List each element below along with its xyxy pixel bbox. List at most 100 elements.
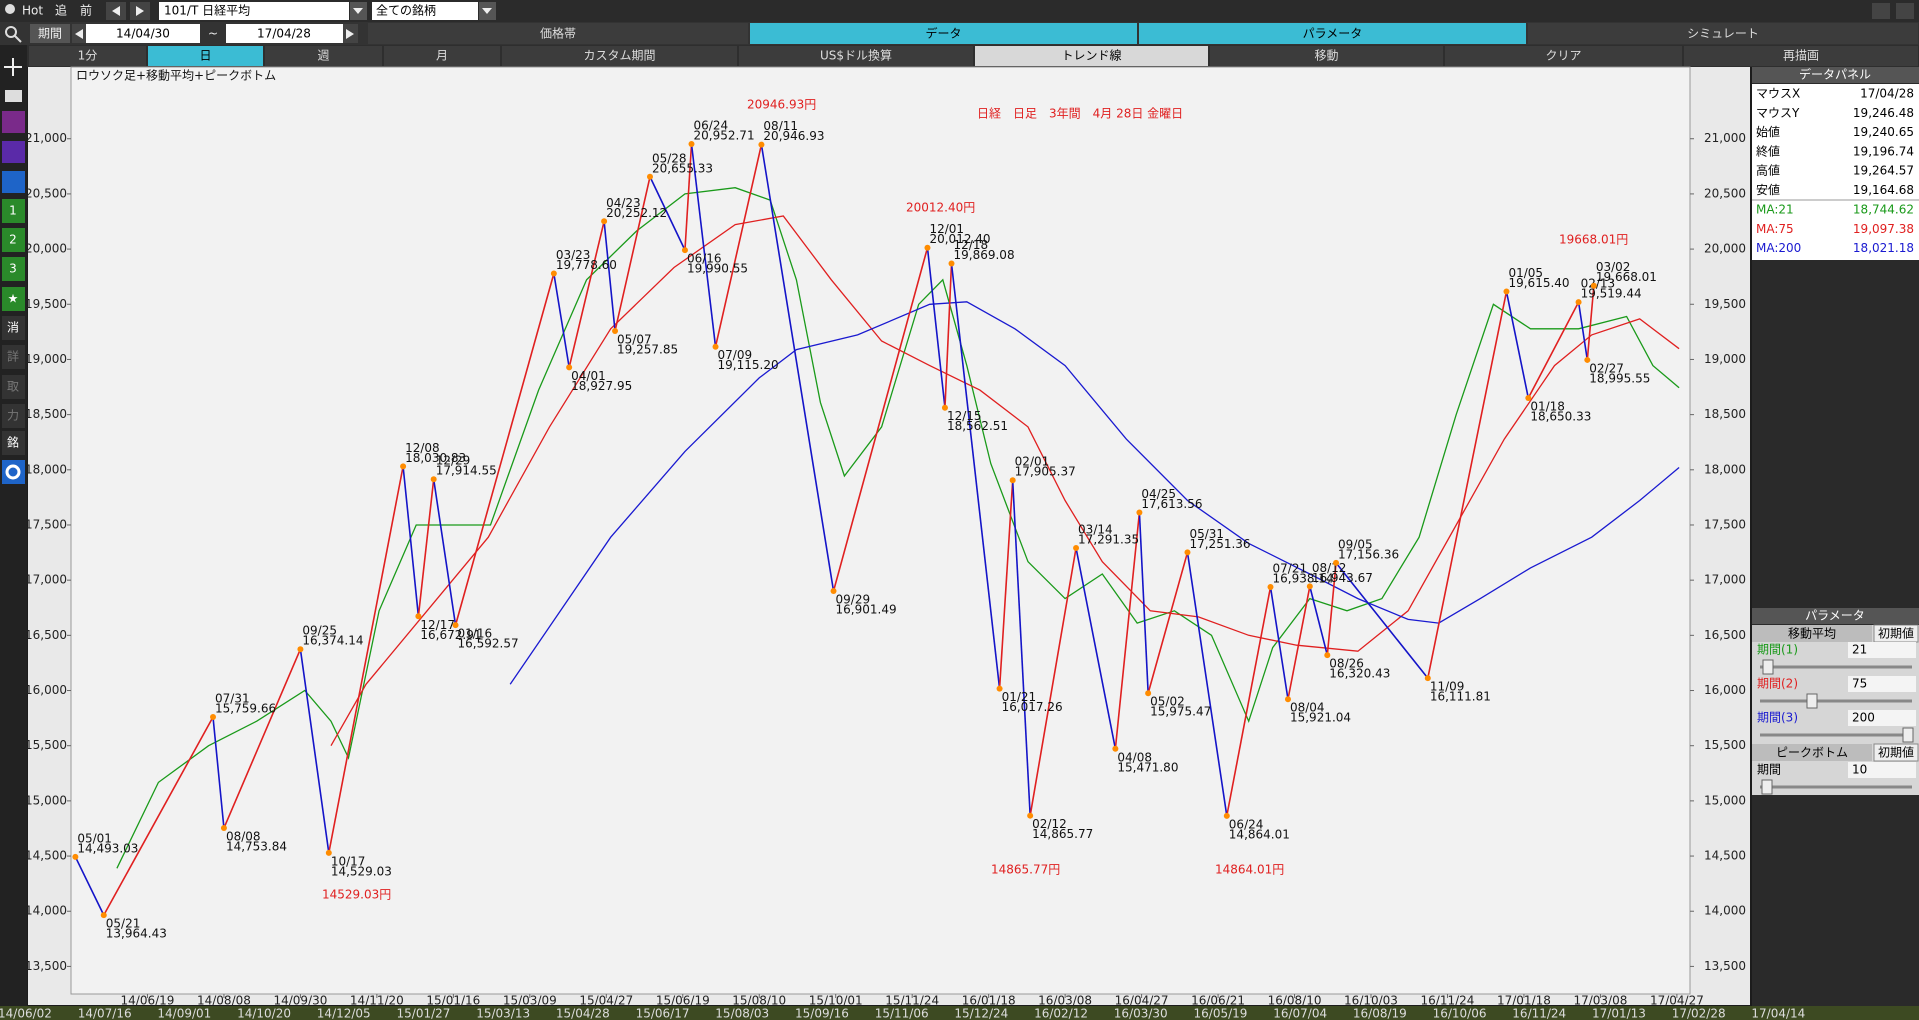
timeframe-label[interactable]: 週 [317,49,329,63]
sidebar-button[interactable] [2,345,25,369]
timeframe-button[interactable] [265,46,382,66]
sidebar-button[interactable] [2,404,25,428]
timeframe-button[interactable] [29,46,146,66]
reset-button[interactable] [1873,743,1919,762]
sidebar-button[interactable] [2,431,25,455]
timeframe-button[interactable] [384,46,500,66]
timeframe-label[interactable]: 1分 [78,49,98,63]
timeframe-button[interactable] [1210,46,1443,66]
sidebar-button[interactable] [2,257,25,281]
universe-name[interactable]: 全ての銘柄 [376,3,436,18]
tab-label[interactable]: データ [925,26,961,41]
param-value[interactable]: 200 [1852,711,1875,725]
timeframe-label[interactable]: 再描画 [1783,49,1819,63]
search-icon[interactable] [14,35,22,43]
tab[interactable] [750,23,1137,44]
nav-arrow[interactable] [136,6,144,16]
timeframe-button[interactable] [1684,46,1918,66]
toolbar-button[interactable]: 追 [55,3,67,18]
slider-thumb[interactable] [1762,659,1774,675]
timeframe-label[interactable]: カスタム期間 [583,49,655,63]
peak-value: 18,995.55 [1589,371,1650,385]
param-value[interactable]: 10 [1852,763,1867,777]
toolbar-button[interactable]: 前 [80,3,92,18]
sidebar-button[interactable] [2,375,25,399]
timeframe-button[interactable] [1445,46,1682,66]
timeframe-button[interactable] [975,46,1208,66]
timeframe-label[interactable]: 月 [436,49,448,63]
reset-label[interactable]: 初期値 [1878,626,1914,641]
price-segment [1326,562,1337,656]
param-input[interactable] [1848,642,1916,658]
timeframe-label[interactable]: クリア [1545,49,1581,63]
timeframe-button[interactable] [502,46,737,66]
sidebar-button[interactable] [2,316,25,340]
timeframe-button[interactable] [739,46,973,66]
tab-label[interactable]: 価格帯 [540,26,576,41]
hint-icon[interactable] [5,4,15,14]
period-to[interactable]: 17/04/28 [257,27,311,41]
sidebar-label[interactable]: 銘 [7,435,19,450]
sidebar-label[interactable]: 2 [9,233,17,247]
tab[interactable] [368,23,748,44]
sidebar-button[interactable] [2,199,25,223]
nav-arrow[interactable] [346,29,354,39]
search-icon[interactable] [5,26,17,38]
sidebar-label[interactable]: ★ [8,292,19,306]
sidebar-label[interactable]: 詳 [7,349,19,364]
symbol-name[interactable]: 101/T 日経平均 [164,4,250,18]
param-value[interactable]: 75 [1852,677,1867,691]
sidebar-label[interactable]: 力 [7,409,19,423]
price-segment [950,263,1001,689]
tab[interactable] [1528,23,1918,44]
peak-date: 02/12 [1032,817,1067,831]
window-button[interactable] [1896,3,1914,19]
reset-label[interactable]: 初期値 [1878,745,1914,760]
param-input[interactable] [1848,762,1916,778]
settings-icon[interactable] [2,460,25,484]
param-value[interactable]: 21 [1852,643,1867,657]
window-button[interactable] [1872,3,1890,19]
sidebar-label[interactable]: 3 [9,262,17,276]
period-from[interactable]: 14/04/30 [116,27,170,41]
sidebar-button[interactable] [2,287,25,311]
timeframe-button[interactable] [148,46,263,66]
peak-marker [1503,288,1510,295]
param-input[interactable] [1848,676,1916,692]
timeframe-label[interactable]: トレンド線 [1061,48,1121,63]
peak-marker [297,646,304,653]
sidebar-button[interactable] [2,228,25,252]
chart-icon[interactable] [2,141,25,163]
chart-icon[interactable] [2,111,25,133]
timeframe-label[interactable]: 移動 [1314,49,1338,63]
peak-value: 15,975.47 [1150,705,1211,719]
x-tick-label: 16/11/24 [1421,994,1475,1008]
slider-thumb[interactable] [1761,779,1773,795]
universe-box[interactable] [372,2,478,20]
sidebar-label[interactable]: 1 [9,204,17,218]
timeframe-label[interactable]: 日 [199,49,211,63]
hot-button[interactable]: Hot [22,4,43,18]
param-input[interactable] [1848,710,1916,726]
timeframe-label[interactable]: US$ドル換算 [820,48,892,63]
tab-label[interactable]: パラメータ [1303,27,1363,41]
peak-marker [430,476,437,483]
camera-icon[interactable] [5,90,22,102]
slider-thumb[interactable] [1806,693,1818,709]
nav-arrow[interactable] [75,29,83,39]
dropdown-arrow[interactable] [353,8,363,14]
dropdown-arrow[interactable] [482,8,492,14]
flag-icon[interactable] [2,171,25,193]
tab[interactable] [1139,23,1526,44]
tab-label[interactable]: シミュレート [1687,27,1759,41]
sidebar-label[interactable]: 消 [7,321,19,335]
settings-icon[interactable] [5,464,21,480]
nav-arrow[interactable] [112,6,120,16]
date-box[interactable] [86,24,200,43]
sidebar-label[interactable]: 取 [7,380,19,394]
slider-thumb[interactable] [1902,727,1914,743]
add-icon[interactable] [4,58,22,76]
strip-date: 14/06/02 [0,1007,52,1020]
date-box[interactable] [226,24,343,43]
symbol-box[interactable] [159,2,349,20]
